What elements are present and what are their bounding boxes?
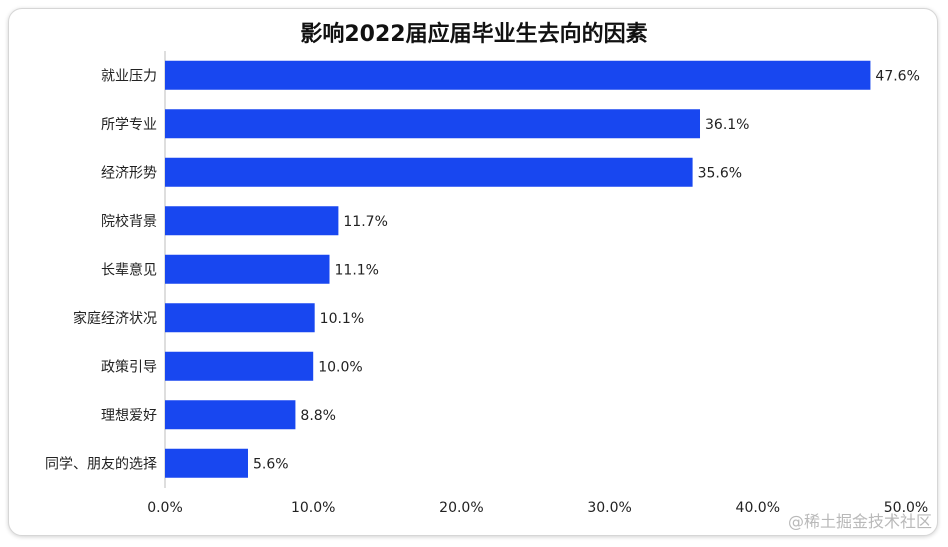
- category-label: 经济形势: [101, 165, 157, 181]
- value-label: 5.6%: [253, 456, 289, 472]
- bar: [165, 254, 330, 284]
- bar: [165, 400, 296, 430]
- x-tick-label: 40.0%: [736, 500, 780, 516]
- x-tick-labels: 0.0% 10.0% 20.0% 30.0% 40.0% 50.0%: [147, 500, 928, 516]
- watermark: @稀土掘金技术社区: [787, 512, 932, 531]
- bar: [165, 109, 701, 139]
- bar: [165, 157, 693, 187]
- category-label: 院校背景: [101, 213, 157, 230]
- value-label: 11.7%: [343, 214, 387, 230]
- category-label: 同学、朋友的选择: [45, 456, 157, 472]
- category-label: 就业压力: [101, 68, 157, 84]
- value-label: 36.1%: [705, 117, 749, 133]
- bar: [165, 60, 871, 90]
- category-label: 长辈意见: [101, 261, 157, 278]
- chart-frame: [8, 8, 938, 536]
- x-tick-label: 0.0%: [147, 500, 183, 516]
- chart-title: 影响2022届应届毕业生去向的因素: [300, 22, 648, 47]
- bar: [165, 351, 314, 381]
- category-label: 所学专业: [101, 117, 157, 133]
- bar: [165, 303, 315, 333]
- x-tick-label: 50.0%: [884, 500, 928, 516]
- bar: [165, 448, 248, 478]
- bars-group: [165, 60, 871, 478]
- value-labels: 47.6% 36.1% 35.6% 11.7% 11.1% 10.1% 10.0% 8.8% 5…: [253, 68, 920, 472]
- x-tick-label: 10.0%: [291, 500, 335, 516]
- x-tick-label: 20.0%: [439, 500, 483, 516]
- category-label: 理想爱好: [101, 408, 157, 424]
- value-label: 35.6%: [698, 165, 742, 181]
- category-label: 家庭经济状况: [73, 310, 157, 327]
- value-label: 10.1%: [320, 311, 364, 327]
- x-tick-label: 30.0%: [587, 500, 631, 516]
- category-label: 政策引导: [101, 358, 157, 375]
- category-labels: 就业压力所学专业经济形势院校背景长辈意见家庭经济状况政策引导理想爱好同学、朋友的…: [45, 68, 157, 472]
- value-label: 47.6%: [875, 68, 919, 84]
- value-label: 10.0%: [318, 359, 362, 375]
- value-label: 8.8%: [300, 408, 336, 424]
- value-label: 11.1%: [335, 262, 379, 278]
- bar: [165, 206, 339, 236]
